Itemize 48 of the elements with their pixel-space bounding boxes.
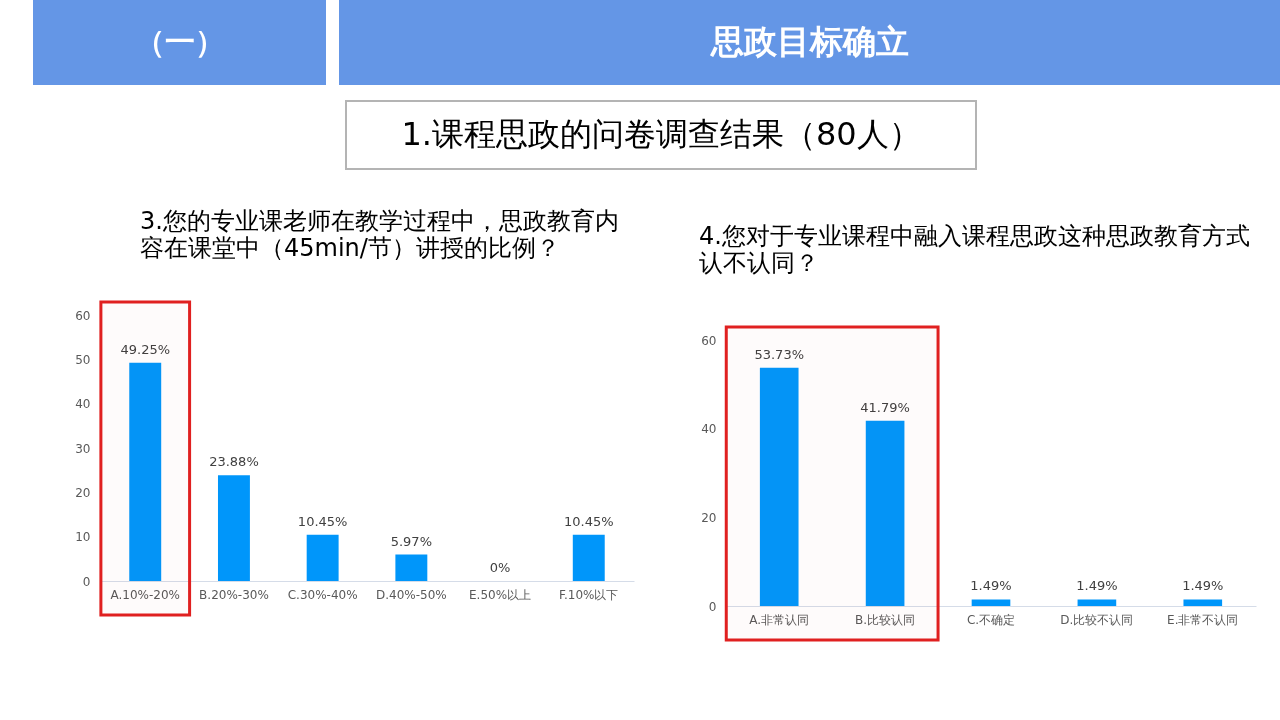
data-label: 53.73% — [754, 346, 804, 362]
chart-title: 4.您对于专业课程中融入课程思政这种思政教育方式认不认同？ — [699, 221, 1250, 277]
y-tick-label: 0 — [82, 574, 91, 589]
bar — [1183, 599, 1223, 606]
data-label: 10.45% — [563, 513, 614, 529]
y-tick-label: 0 — [708, 599, 717, 614]
y-tick-label: 40 — [701, 422, 717, 437]
data-label: 1.49% — [1076, 578, 1118, 594]
x-tick-label: A.10%-20% — [110, 587, 180, 602]
y-tick-label: 50 — [75, 352, 91, 367]
x-tick-label: B.比较认同 — [855, 612, 916, 627]
text: 1.课程思政的问卷调查结果（80人） — [401, 115, 921, 153]
x-tick-label: E.非常不认同 — [1167, 612, 1239, 627]
y-tick-label: 60 — [75, 308, 91, 323]
bar — [865, 420, 905, 606]
bar — [129, 362, 162, 581]
bar — [306, 534, 339, 581]
bar — [971, 599, 1011, 606]
x-tick-label: B.20%-30% — [199, 587, 269, 602]
data-label: 49.25% — [120, 341, 171, 357]
data-label: 0% — [489, 560, 511, 575]
x-tick-label: F.10%以下 — [559, 587, 619, 602]
y-tick-label: 20 — [701, 510, 717, 525]
y-tick-label: 30 — [75, 441, 91, 456]
x-tick-label: A.非常认同 — [749, 612, 810, 627]
bar — [217, 475, 250, 581]
bar — [572, 534, 605, 581]
data-label: 1.49% — [1182, 578, 1224, 594]
y-tick-label: 10 — [75, 530, 91, 545]
data-label: 10.45% — [297, 513, 348, 529]
x-tick-label: C.30%-40% — [287, 587, 358, 602]
bar — [759, 367, 799, 606]
x-tick-label: E.50%以上 — [469, 587, 532, 602]
x-tick-label: D.40%-50% — [375, 587, 447, 602]
x-tick-label: D.比较不认同 — [1060, 612, 1134, 627]
data-label: 23.88% — [209, 454, 259, 470]
text: 思政目标确立 — [709, 21, 909, 61]
y-tick-label: 20 — [75, 485, 91, 500]
chart-title: 3.您的专业课老师在教学过程中，思政教育内容在课堂中（45min/节）讲授的比例？ — [140, 206, 619, 262]
bar — [1077, 599, 1117, 606]
data-label: 41.79% — [860, 399, 910, 415]
text: （一） — [134, 23, 225, 59]
data-label: 5.97% — [390, 533, 433, 549]
y-tick-label: 40 — [75, 397, 91, 412]
data-label: 1.49% — [970, 578, 1012, 594]
x-tick-label: C.不确定 — [966, 612, 1016, 627]
y-tick-label: 60 — [701, 333, 717, 348]
bar — [395, 554, 428, 581]
